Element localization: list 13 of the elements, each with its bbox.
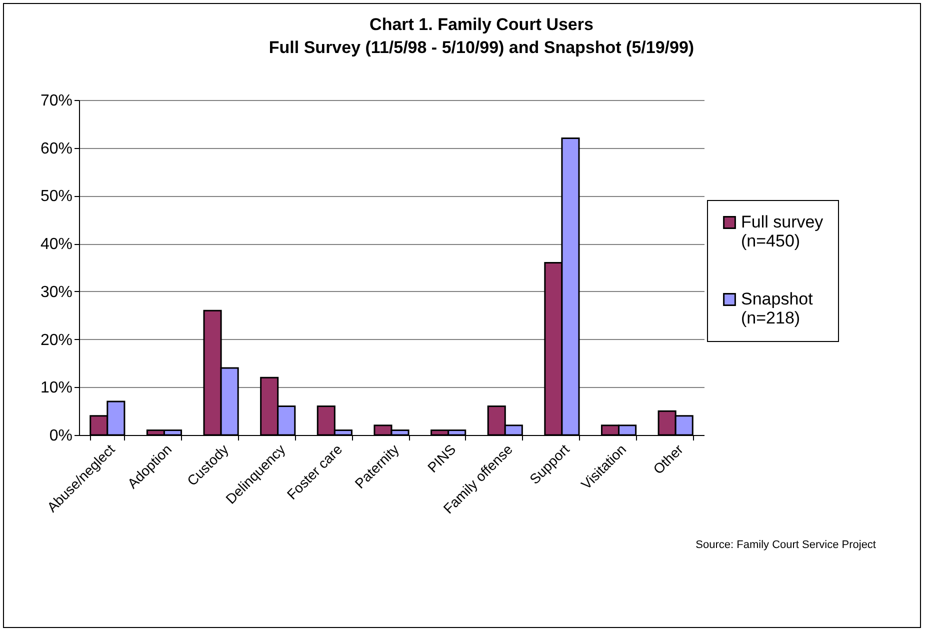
legend-label: Snapshot (n=218) (741, 290, 814, 328)
y-tick-label: 50% (40, 188, 72, 206)
y-tick-label: 60% (40, 140, 72, 158)
y-tick-label: 20% (40, 332, 72, 349)
y-tick-label: 70% (40, 92, 72, 110)
source-note: Source: Family Court Service Project (696, 539, 876, 551)
y-tick-label: 10% (40, 380, 72, 397)
y-tick-label: 40% (40, 236, 72, 254)
legend-label: Full survey (n=450) (741, 212, 824, 250)
y-tick-label: 30% (40, 284, 72, 301)
y-tick-label: 0% (49, 428, 72, 444)
chart-subtitle: Full Survey (11/5/98 - 5/10/99) and Snapshot (5/19/99) (268, 38, 694, 57)
chart-title: Chart 1. Family Court Users (370, 15, 594, 34)
